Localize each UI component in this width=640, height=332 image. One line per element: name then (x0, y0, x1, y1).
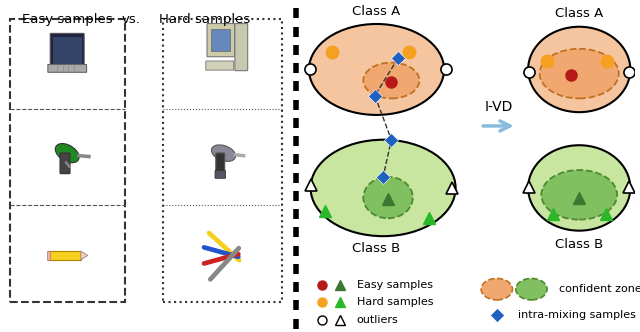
Ellipse shape (309, 24, 444, 115)
Ellipse shape (481, 279, 513, 300)
FancyBboxPatch shape (216, 153, 225, 174)
Ellipse shape (364, 177, 413, 218)
Text: Class A: Class A (555, 7, 604, 20)
Text: Class A: Class A (353, 5, 401, 19)
Bar (52, 37, 82, 64)
Ellipse shape (310, 140, 456, 236)
FancyBboxPatch shape (48, 64, 86, 72)
FancyBboxPatch shape (48, 251, 81, 260)
Ellipse shape (55, 143, 79, 163)
Ellipse shape (528, 145, 630, 231)
FancyBboxPatch shape (215, 171, 225, 178)
Ellipse shape (516, 279, 547, 300)
Text: Easy samples: Easy samples (22, 13, 113, 26)
Ellipse shape (540, 49, 619, 98)
FancyBboxPatch shape (60, 153, 70, 174)
Ellipse shape (528, 27, 630, 112)
Text: Class B: Class B (353, 242, 401, 255)
Text: Hard samples: Hard samples (159, 13, 250, 26)
Bar (10, 19, 125, 302)
FancyBboxPatch shape (207, 24, 235, 57)
Text: confident zones: confident zones (559, 284, 640, 294)
Bar (211, 30, 230, 51)
FancyBboxPatch shape (51, 34, 84, 68)
Text: vs.: vs. (122, 13, 141, 26)
Ellipse shape (541, 170, 617, 220)
Text: Hard samples: Hard samples (356, 297, 433, 307)
Text: Easy samples: Easy samples (356, 280, 433, 290)
FancyBboxPatch shape (235, 24, 248, 71)
Text: outliers: outliers (356, 315, 399, 325)
Text: Class B: Class B (555, 238, 604, 251)
Bar (163, 19, 282, 302)
FancyBboxPatch shape (206, 61, 234, 70)
Text: I-VD: I-VD (484, 100, 513, 114)
Text: intra-mixing samples: intra-mixing samples (518, 310, 636, 320)
Polygon shape (81, 251, 88, 260)
Ellipse shape (364, 62, 419, 98)
Ellipse shape (211, 145, 236, 161)
Bar (47, 251, 50, 260)
